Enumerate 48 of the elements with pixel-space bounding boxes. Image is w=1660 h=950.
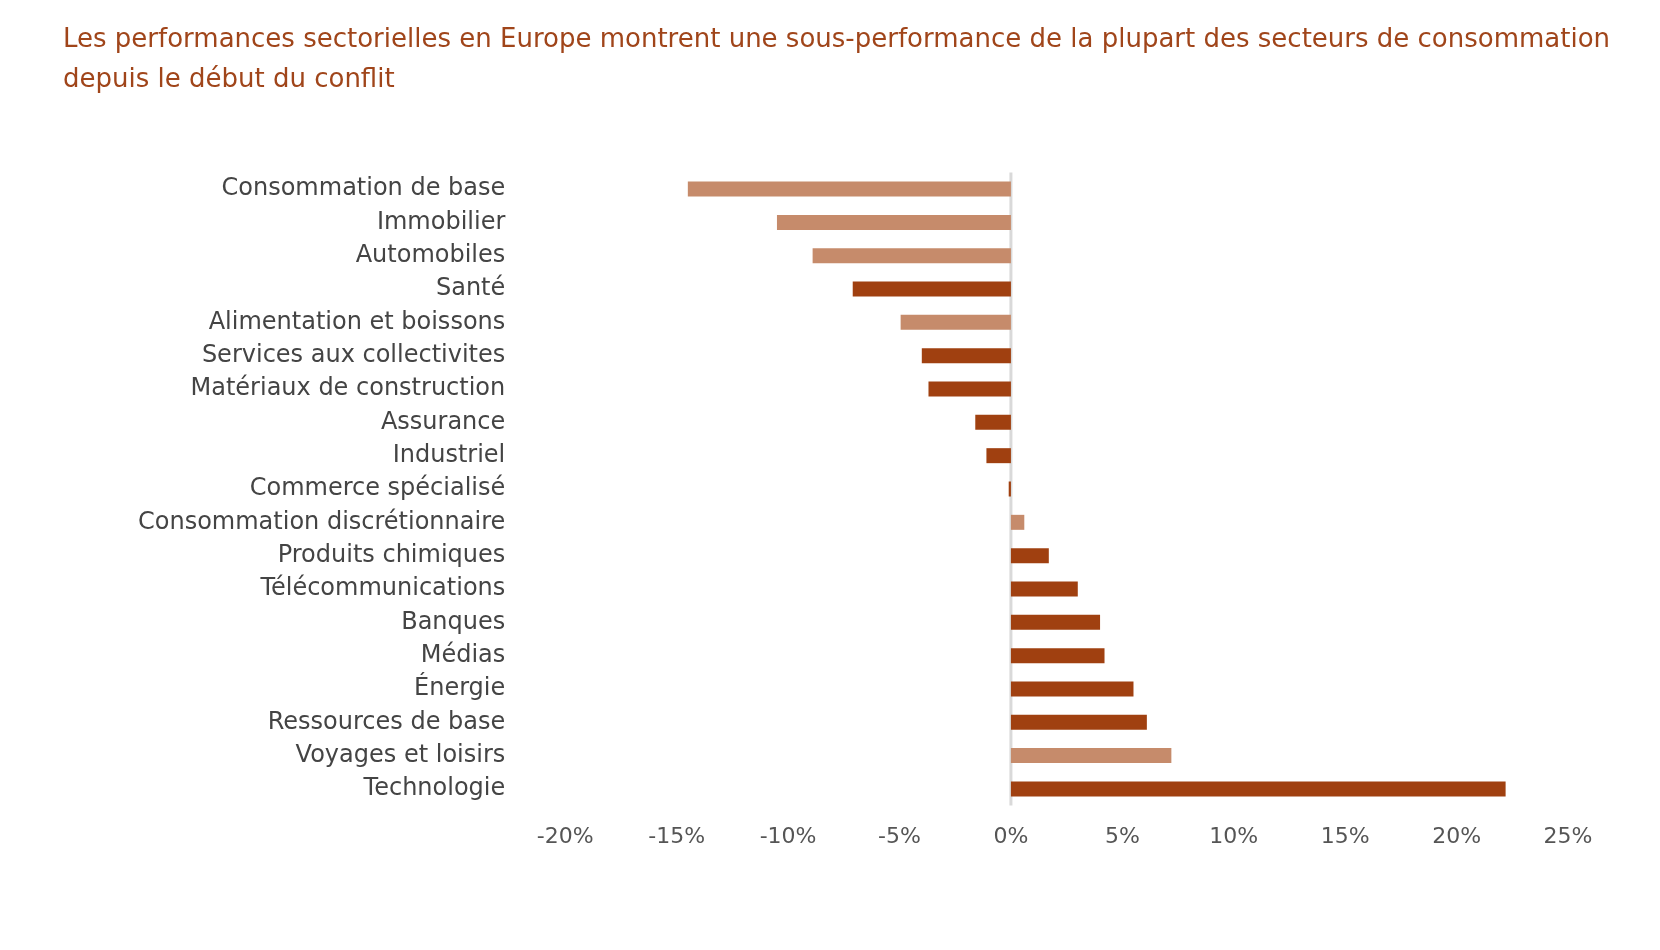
bar (687, 181, 1011, 197)
bar (1010, 514, 1025, 530)
y-tick-label: Commerce spécialisé (249, 473, 506, 502)
y-tick-label: Produits chimiques (277, 539, 506, 568)
bar (1010, 581, 1078, 597)
y-tick-label: Services aux collectivites (201, 339, 506, 368)
y-tick-label: Énergie (414, 672, 506, 702)
y-tick-label: Industriel (392, 439, 506, 468)
bar (1010, 781, 1506, 797)
bar (928, 381, 1011, 397)
y-tick-label: Médias (420, 639, 506, 668)
x-tick-label: 15% (1320, 822, 1370, 848)
bar (1010, 714, 1147, 730)
y-tick-label: Voyages et loisirs (295, 739, 506, 768)
bar (1010, 748, 1172, 764)
y-tick-label: Alimentation et boissons (208, 306, 506, 335)
x-tick-label: -5% (878, 822, 921, 848)
y-tick-label: Matériaux de construction (190, 373, 506, 402)
x-tick-label: 5% (1104, 822, 1140, 848)
bar (1010, 614, 1101, 630)
x-tick-label: -15% (648, 822, 706, 848)
bar (975, 414, 1011, 430)
y-tick-label: Consommation de base (221, 173, 506, 202)
y-tick-label: Assurance (380, 406, 506, 435)
bar (1010, 548, 1049, 564)
y-tick-label: Consommation discrétionnaire (138, 506, 506, 535)
bar (776, 214, 1011, 230)
y-tick-label: Automobiles (355, 239, 506, 268)
x-tick-label: 25% (1543, 822, 1593, 848)
y-tick-label: Ressources de base (267, 706, 506, 735)
bar (812, 248, 1011, 264)
x-tick-label: 0% (993, 822, 1029, 848)
bar (1010, 681, 1134, 697)
bar (921, 348, 1011, 364)
y-tick-label: Technologie (362, 773, 506, 802)
bar (1010, 648, 1105, 664)
bar (852, 281, 1011, 297)
y-tick-label: Banques (401, 606, 506, 635)
bar (900, 314, 1011, 330)
chart-title: Les performances sectorielles en Europe montrent une sous-performance de la plupart des secteurs de consommation depuis le début du conflit (62, 22, 1612, 95)
bar (986, 448, 1011, 464)
x-tick-label: -20% (536, 822, 594, 848)
x-tick-label: 20% (1432, 822, 1482, 848)
x-tick-label: -10% (759, 822, 817, 848)
y-tick-label: Immobilier (376, 206, 506, 235)
y-tick-label: Santé (435, 273, 506, 302)
x-tick-label: 10% (1209, 822, 1259, 848)
y-tick-label: Télécommunications (259, 573, 506, 602)
